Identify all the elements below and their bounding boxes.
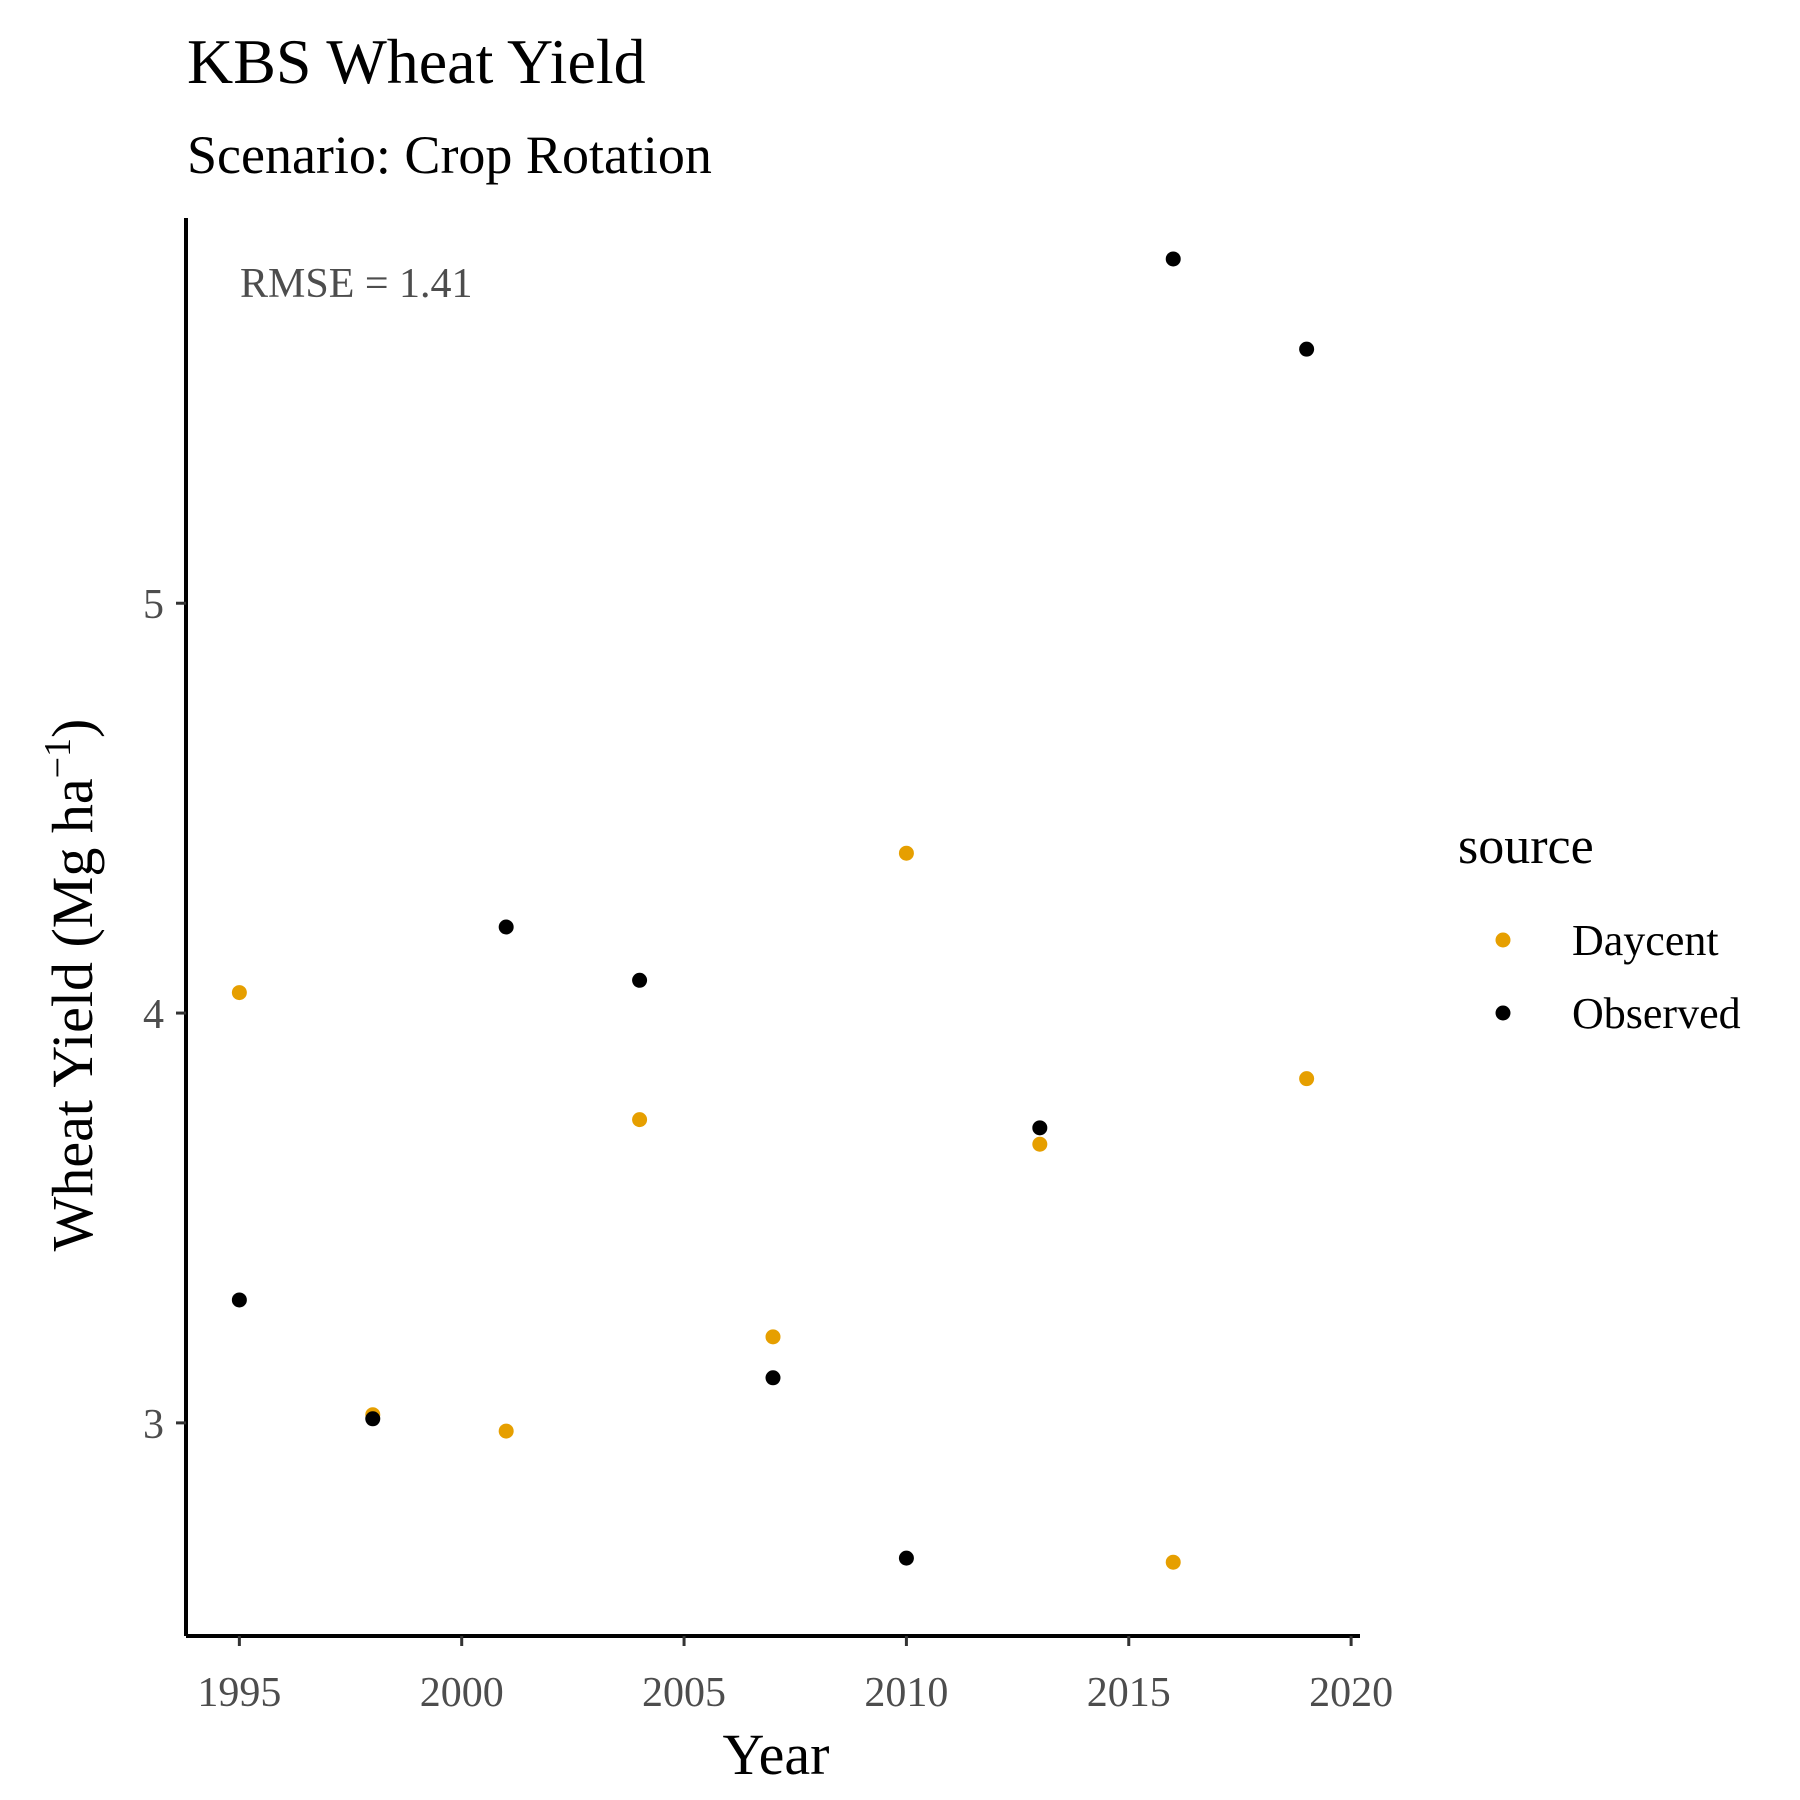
observed-point [1299, 341, 1315, 357]
x-tick-label: 2010 [864, 1670, 948, 1716]
y-axis-title-superscript: −1 [37, 738, 79, 778]
data-points [231, 251, 1315, 1570]
x-axis-title: Year [723, 1722, 830, 1787]
y-tick-label: 5 [143, 582, 164, 628]
y-axis-title-main: Wheat Yield (Mg ha [40, 778, 105, 1251]
x-tick-label: 2020 [1309, 1670, 1393, 1716]
daycent-point [898, 845, 914, 861]
legend-key-observed [1495, 1005, 1511, 1021]
observed-point [1032, 1120, 1048, 1136]
y-tick-label: 4 [143, 992, 164, 1038]
observed-point [898, 1550, 914, 1566]
daycent-point [1032, 1136, 1048, 1152]
observed-point [498, 919, 514, 935]
x-tick-label: 2005 [642, 1670, 726, 1716]
chart-subtitle: Scenario: Crop Rotation [187, 125, 712, 185]
observed-point [365, 1411, 381, 1427]
legend-label-daycent: Daycent [1572, 916, 1719, 965]
daycent-point [231, 985, 247, 1001]
y-tick-label: 3 [143, 1402, 164, 1448]
legend: source Daycent Observed [1458, 818, 1741, 1038]
observed-point [765, 1370, 781, 1386]
observed-point [1165, 251, 1181, 267]
x-tick-label: 1995 [197, 1670, 281, 1716]
x-tick-label: 2000 [420, 1670, 504, 1716]
daycent-point [1299, 1071, 1315, 1087]
chart-title: KBS Wheat Yield [187, 26, 646, 97]
legend-label-observed: Observed [1572, 989, 1741, 1038]
daycent-point [498, 1423, 514, 1439]
rmse-annotation: RMSE = 1.41 [240, 261, 473, 307]
y-axis-ticks: 3 4 5 [143, 582, 186, 1448]
observed-point [632, 972, 648, 988]
observed-point [231, 1292, 247, 1308]
daycent-point [1165, 1554, 1181, 1570]
legend-title: source [1458, 818, 1594, 875]
x-axis-ticks: 1995 2000 2005 2010 2015 2020 [197, 1636, 1393, 1716]
daycent-point [765, 1329, 781, 1345]
y-axis-title-suffix: ) [40, 719, 105, 738]
daycent-point [632, 1112, 648, 1128]
x-tick-label: 2015 [1087, 1670, 1171, 1716]
legend-key-daycent [1495, 932, 1511, 948]
y-axis-title: Wheat Yield (Mg ha−1) [37, 719, 105, 1252]
